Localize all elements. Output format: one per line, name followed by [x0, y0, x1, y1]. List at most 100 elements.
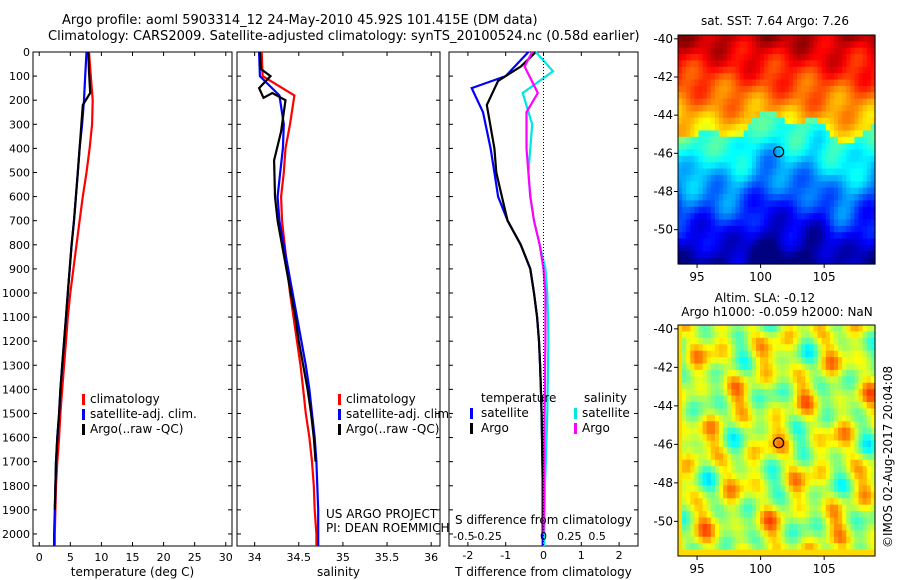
map-cell	[698, 511, 704, 519]
map-cell	[854, 350, 860, 358]
map-cell	[797, 498, 802, 506]
map-cell	[825, 60, 831, 68]
map-cell	[768, 98, 773, 106]
map-cell	[686, 232, 691, 240]
map-cell	[858, 325, 864, 333]
map-cell	[846, 104, 851, 112]
map-cell	[850, 155, 856, 163]
map-cell	[714, 511, 720, 519]
map-cell	[838, 479, 843, 487]
map-cell	[743, 376, 749, 384]
map-cell	[682, 47, 687, 55]
map-cell	[731, 124, 737, 132]
map-cell	[788, 149, 794, 157]
map-cell	[694, 251, 700, 259]
map-cell	[866, 389, 872, 397]
map-cell	[870, 181, 876, 189]
map-cell	[735, 453, 741, 461]
map-cell	[821, 498, 827, 506]
map-cell	[788, 325, 794, 333]
salinity-legend-label: Argo(..raw -QC)	[346, 422, 439, 436]
map-cell	[850, 549, 856, 557]
map-cell	[833, 414, 839, 422]
map-cell	[747, 504, 753, 512]
map-cell	[784, 73, 790, 81]
map-cell	[739, 168, 745, 176]
map-cell	[870, 453, 876, 461]
y-tick-label: 1200	[2, 335, 30, 348]
y-tick-label: 1300	[2, 359, 30, 372]
map-cell	[678, 369, 683, 377]
map-cell	[817, 66, 823, 74]
map-cell	[825, 251, 831, 259]
map-cell	[797, 181, 802, 189]
map-cell	[833, 251, 839, 259]
map-cell	[829, 92, 835, 100]
map-cell	[686, 238, 691, 246]
map-cell	[686, 85, 691, 93]
map-cell	[723, 369, 728, 377]
map-cell	[846, 523, 851, 531]
map-cell	[780, 238, 786, 246]
map-cell	[751, 350, 757, 358]
map-cell	[862, 504, 868, 512]
map-cell	[846, 244, 851, 252]
map-cell	[805, 73, 810, 81]
map-cell	[809, 244, 815, 252]
map-cell	[719, 530, 724, 538]
map-cell	[825, 376, 831, 384]
map-cell	[870, 376, 876, 384]
map-cell	[813, 350, 819, 358]
map-cell	[760, 200, 765, 208]
map-cell	[760, 181, 765, 189]
map-cell	[702, 395, 708, 403]
map-cell	[862, 168, 868, 176]
map-cell	[833, 530, 839, 538]
map-cell	[764, 446, 769, 454]
map-cell	[870, 111, 876, 119]
map-cell	[809, 79, 815, 87]
map-cell	[809, 517, 815, 525]
map-cell	[764, 504, 769, 512]
map-cell	[854, 225, 860, 233]
map-cell	[805, 194, 810, 201]
map-cell	[706, 523, 712, 531]
map-cell	[760, 434, 765, 442]
map-cell	[698, 194, 704, 201]
map-cell	[731, 421, 737, 429]
map-cell	[854, 408, 860, 416]
map-cell	[714, 66, 720, 74]
map-cell	[850, 130, 856, 138]
x-tick-label: 30	[219, 551, 233, 564]
map-cell	[829, 485, 835, 493]
map-cell	[710, 536, 716, 544]
map-cell	[760, 530, 765, 538]
map-cell	[682, 421, 687, 429]
map-cell	[714, 350, 720, 358]
map-cell	[829, 389, 835, 397]
map-cell	[784, 363, 790, 371]
map-cell	[698, 517, 704, 525]
map-cell	[829, 117, 835, 125]
map-cell	[809, 225, 815, 233]
map-cell	[792, 543, 798, 551]
map-cell	[710, 54, 716, 62]
map-cell	[768, 408, 773, 416]
map-cell	[723, 459, 728, 467]
map-cell	[792, 66, 798, 74]
map-cell	[813, 472, 819, 480]
map-cell	[772, 363, 778, 371]
map-cell	[751, 337, 757, 345]
map-cell	[784, 337, 790, 345]
map-cell	[850, 402, 856, 410]
map-cell	[723, 325, 728, 333]
map-cell	[846, 466, 851, 474]
map-cell	[690, 66, 696, 74]
map-cell	[854, 382, 860, 390]
x-tick-label: 0	[540, 549, 547, 562]
map-cell	[723, 453, 728, 461]
map-cell	[727, 200, 732, 208]
map-cell	[698, 408, 704, 416]
map-cell	[842, 517, 847, 525]
map-cell	[797, 219, 802, 227]
